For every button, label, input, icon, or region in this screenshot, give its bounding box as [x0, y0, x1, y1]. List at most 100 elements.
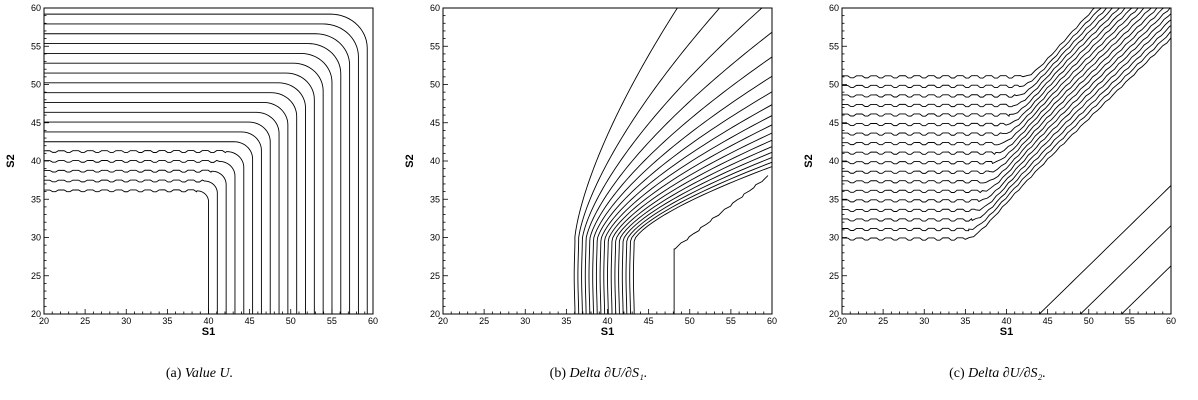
caption-b: (b) Delta ∂U/∂S₁. [549, 366, 648, 381]
y-tick-label: 60 [31, 3, 41, 13]
y-tick-label: 20 [31, 309, 41, 319]
contour-group [44, 13, 368, 314]
contour-line [673, 175, 769, 314]
x-tick-label: 20 [438, 316, 448, 326]
contour-group [842, 8, 1171, 314]
y-tick-label: 20 [829, 309, 839, 319]
y-tick-label: 45 [31, 118, 41, 128]
y-tick-label: 20 [430, 309, 440, 319]
y-axis-label: S2 [404, 154, 416, 167]
contour-line [584, 31, 772, 314]
y-tick-label: 40 [31, 156, 41, 166]
x-tick-label: 35 [561, 316, 571, 326]
caption-a: (a) Value U. [165, 366, 234, 381]
x-tick-label: 60 [368, 316, 378, 326]
x-tick-label: 25 [878, 316, 888, 326]
contour-line [842, 8, 1158, 174]
contour-line [842, 30, 1171, 232]
y-tick-label: 40 [829, 156, 839, 166]
contour-line [44, 131, 262, 314]
y-tick-label: 60 [430, 3, 440, 13]
chart-panel-c: 20 25 30 35 40 45 50 55 60 20 25 30 35 40 45 50 55 60 S1 S2… [798, 0, 1197, 400]
x-tick-label: 20 [39, 316, 49, 326]
contour-line [595, 91, 772, 314]
contour-line [842, 8, 1139, 146]
contour-line [44, 13, 368, 314]
chart-panel-b: 20 25 30 35 40 45 50 55 60 20 25 30 35 40 45 50 55 60 S1 S2… [399, 0, 798, 400]
x-tick-label: 55 [327, 316, 337, 326]
contour-group [573, 8, 772, 314]
x-tick-label: 40 [602, 316, 612, 326]
contour-line [577, 8, 721, 314]
contour-line [44, 82, 306, 314]
contour-line [842, 25, 1171, 222]
contour-line [614, 139, 772, 314]
x-tick-label: 55 [1125, 316, 1135, 326]
contour-line [1039, 184, 1171, 314]
contour-line [842, 8, 1108, 98]
contour-line [44, 23, 359, 314]
y-tick-label: 35 [829, 194, 839, 204]
contour-line [44, 121, 271, 314]
x-tick-label: 60 [767, 316, 777, 326]
contour-line [842, 13, 1171, 203]
contour-line [842, 8, 1126, 127]
x-tick-label: 50 [685, 316, 695, 326]
contour-line [842, 19, 1171, 213]
x-tick-label: 35 [162, 316, 172, 326]
y-tick-label: 35 [31, 194, 41, 204]
contour-line [1080, 225, 1171, 314]
contour-line [44, 141, 254, 314]
contour-line [618, 146, 772, 314]
x-tick-label: 40 [1001, 316, 1011, 326]
x-tick-label: 50 [1084, 316, 1094, 326]
x-tick-label: 50 [286, 316, 296, 326]
contour-line [607, 124, 772, 314]
contour-plot-c: 20 25 30 35 40 45 50 55 60 20 25 30 35 40 45 50 55 60 S1 S2 [803, 3, 1176, 338]
contour-line [610, 132, 772, 314]
contour-line [44, 52, 333, 314]
contour-line [44, 43, 342, 314]
x-tick-label: 45 [245, 316, 255, 326]
contour-line [44, 72, 315, 314]
contour-line [842, 8, 1171, 194]
contour-line [842, 8, 1145, 156]
x-axis-label: S1 [202, 326, 215, 338]
contour-line [44, 159, 236, 314]
y-tick-label: 30 [829, 233, 839, 243]
y-tick-label: 25 [430, 271, 440, 281]
x-tick-label: 45 [644, 316, 654, 326]
x-axis-label: S1 [601, 326, 614, 338]
y-tick-label: 45 [430, 118, 440, 128]
y-tick-label: 50 [430, 80, 440, 90]
contour-line [621, 151, 772, 314]
contour-line [592, 75, 772, 314]
y-tick-label: 55 [829, 41, 839, 51]
contour-line [842, 8, 1165, 184]
contour-line [44, 189, 209, 314]
chart-panel-a: 20 25 30 35 40 45 50 55 60 20 25 30 35 40 45 50 55 60 S1 S2… [0, 0, 399, 400]
contour-line [44, 179, 218, 314]
y-tick-label: 30 [430, 233, 440, 243]
x-tick-label: 45 [1043, 316, 1053, 326]
contour-line [44, 150, 245, 314]
x-tick-label: 25 [479, 316, 489, 326]
y-tick-label: 25 [829, 271, 839, 281]
contour-line [842, 8, 1114, 108]
x-axis-label: S1 [1000, 326, 1013, 338]
contour-line [842, 8, 1152, 165]
contour-line [842, 8, 1121, 118]
x-tick-label: 30 [520, 316, 530, 326]
y-tick-label: 55 [31, 41, 41, 51]
contour-line [44, 33, 351, 314]
contour-line [603, 115, 772, 314]
y-tick-label: 30 [31, 233, 41, 243]
contour-line [1121, 265, 1171, 314]
contour-line [573, 8, 678, 314]
contour-line [842, 8, 1096, 79]
contour-line [44, 92, 298, 314]
contour-line [632, 166, 772, 314]
y-tick-label: 60 [829, 3, 839, 13]
x-tick-label: 55 [726, 316, 736, 326]
y-tick-label: 25 [31, 271, 41, 281]
